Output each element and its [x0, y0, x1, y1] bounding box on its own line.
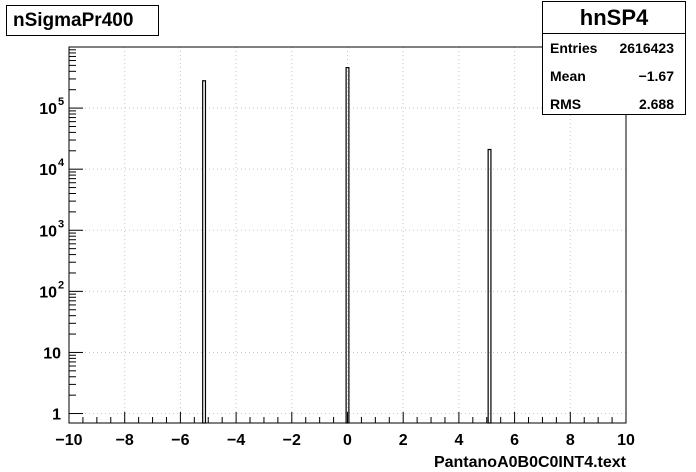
y-tick-exponent: 4: [58, 157, 65, 169]
stats-label: RMS: [550, 96, 582, 112]
x-tick-label: 6: [510, 432, 519, 449]
y-tick-label: 10: [43, 345, 61, 362]
histogram-bar: [202, 80, 207, 424]
y-tick-label: 10: [39, 284, 57, 301]
stats-row-mean: Mean −1.67: [543, 62, 685, 90]
stats-label: Entries: [550, 40, 598, 56]
x-axis-ticks: −10 −8 −6 −4 −2 0 2 4 6 8 10: [55, 412, 635, 449]
y-tick-label: 1: [52, 407, 61, 424]
histogram-bars: [202, 67, 492, 424]
x-tick-label: 2: [399, 432, 408, 449]
y-tick-exponent: 2: [58, 279, 64, 291]
stats-histogram-name: hnSP4: [543, 2, 685, 34]
x-tick-label: −4: [227, 432, 245, 449]
x-tick-label: −8: [116, 432, 134, 449]
stats-label: Mean: [550, 68, 586, 84]
stats-value: −1.67: [638, 68, 674, 84]
x-tick-label: 10: [617, 432, 635, 449]
x-tick-label: −6: [171, 432, 189, 449]
y-tick-exponent: 5: [58, 96, 64, 108]
x-tick-label: 4: [454, 432, 463, 449]
x-tick-label: −2: [283, 432, 301, 449]
y-tick-label: 10: [39, 223, 57, 240]
stats-row-entries: Entries 2616423: [543, 34, 685, 62]
y-tick-label: 10: [39, 162, 57, 179]
stats-value: 2.688: [638, 96, 674, 112]
histogram-title: nSigmaPr400: [6, 5, 159, 36]
stats-box: hnSP4 Entries 2616423 Mean −1.67 RMS 2.6…: [542, 1, 686, 115]
y-tick-exponent: 3: [58, 218, 64, 230]
x-tick-label: 0: [343, 432, 352, 449]
stats-value: 2616423: [619, 40, 674, 56]
stats-row-rms: RMS 2.688: [543, 90, 685, 118]
x-axis-label: PantanoA0B0C0INT4.text: [434, 454, 627, 471]
x-tick-label: −10: [55, 432, 82, 449]
y-tick-label: 10: [39, 101, 57, 118]
grid-lines: [69, 47, 626, 423]
histogram-bar: [487, 148, 492, 424]
histogram-bar: [345, 67, 350, 424]
x-tick-label: 8: [566, 432, 575, 449]
